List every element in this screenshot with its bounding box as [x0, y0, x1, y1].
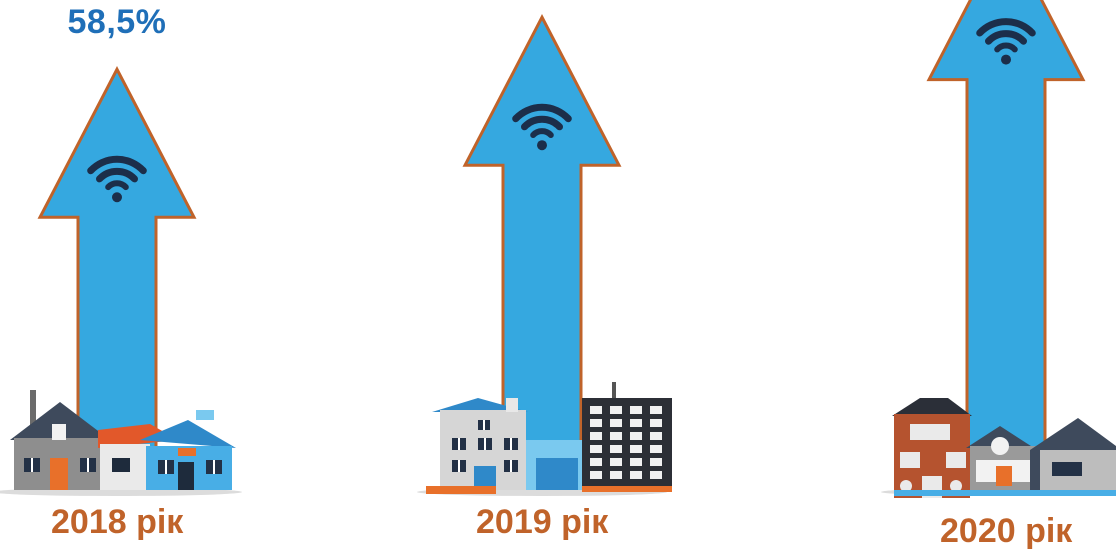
window — [630, 445, 642, 453]
door — [474, 466, 496, 490]
door — [50, 458, 68, 490]
window — [590, 471, 602, 479]
window-frame — [484, 438, 486, 450]
attic-window — [52, 424, 66, 440]
house-icon — [894, 418, 1116, 496]
window — [610, 471, 622, 479]
antenna — [612, 382, 616, 400]
apartment-building-icon — [582, 382, 672, 492]
wifi-icon — [87, 155, 147, 203]
window — [900, 452, 920, 468]
base — [582, 486, 672, 492]
house-icon — [892, 398, 972, 498]
garage-icon — [526, 440, 588, 490]
roof — [140, 420, 236, 448]
round-window — [900, 480, 912, 492]
base — [426, 486, 496, 494]
window — [650, 406, 662, 414]
window — [630, 432, 642, 440]
arrow-bar-1 — [37, 66, 197, 472]
category-label-1: 2018 рік — [51, 503, 184, 541]
round-window — [950, 480, 962, 492]
window-frame — [510, 438, 512, 450]
window-frame — [31, 458, 33, 472]
window-frame — [510, 460, 512, 472]
window — [910, 424, 950, 440]
category-label-2: 2019 рік — [476, 503, 609, 541]
wifi-dot — [112, 192, 122, 203]
roof — [98, 424, 178, 448]
window — [650, 445, 662, 453]
window-frame — [483, 420, 485, 430]
wifi-icon — [512, 103, 572, 151]
window — [650, 458, 662, 466]
door — [178, 462, 194, 490]
window — [590, 432, 602, 440]
window-frame — [213, 460, 215, 474]
house-icon — [10, 390, 110, 490]
window — [610, 406, 622, 414]
chimney — [506, 398, 518, 412]
window — [610, 432, 622, 440]
house-icon — [98, 410, 236, 490]
wifi-icon — [976, 18, 1036, 65]
window — [590, 406, 602, 414]
window — [1052, 462, 1082, 476]
wifi-arc — [105, 180, 129, 191]
arrow-bar-3 — [926, 0, 1086, 472]
house-icon — [426, 398, 528, 494]
base — [894, 490, 1116, 496]
chimney — [30, 390, 36, 430]
wifi-arc — [976, 18, 1036, 37]
garage-door — [536, 458, 578, 490]
wifi-arc — [512, 103, 572, 123]
window — [630, 419, 642, 427]
wifi-dot — [537, 140, 547, 151]
category-label-3: 2020 рік — [940, 512, 1073, 550]
window — [590, 445, 602, 453]
chimney — [196, 410, 214, 420]
wifi-dot — [1001, 54, 1011, 65]
window-frame — [165, 460, 167, 474]
window — [650, 419, 662, 427]
window — [630, 458, 642, 466]
sign — [178, 448, 196, 456]
window-frame — [87, 458, 89, 472]
wifi-arc — [530, 128, 554, 138]
window — [610, 445, 622, 453]
window — [650, 432, 662, 440]
door — [996, 466, 1012, 486]
window — [590, 419, 602, 427]
window — [112, 458, 130, 472]
window — [630, 471, 642, 479]
wifi-arc — [87, 155, 147, 175]
wifi-arc — [521, 115, 563, 131]
wifi-arc — [985, 30, 1027, 45]
window — [946, 452, 966, 468]
roof — [10, 402, 110, 440]
wifi-arc — [994, 42, 1018, 53]
window — [610, 458, 622, 466]
window — [610, 419, 622, 427]
attic-window — [991, 437, 1009, 455]
ground-shadow — [0, 488, 242, 496]
value-label-1: 58,5% — [67, 3, 167, 42]
roof — [892, 398, 972, 416]
window-frame — [458, 460, 460, 472]
arrow-mark — [926, 0, 1086, 472]
window-frame — [458, 438, 460, 450]
window — [590, 458, 602, 466]
roof — [432, 398, 528, 412]
window — [650, 471, 662, 479]
window — [630, 406, 642, 414]
wifi-arc — [96, 167, 138, 183]
